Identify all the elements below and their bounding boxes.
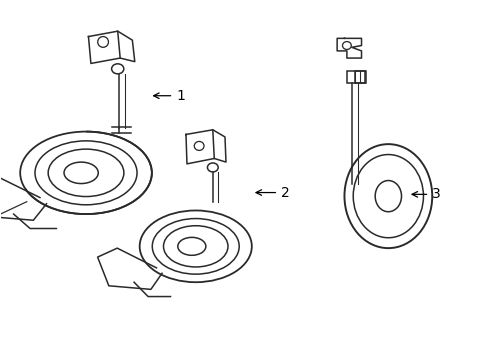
- Text: 2: 2: [256, 185, 289, 199]
- Text: 1: 1: [153, 89, 185, 103]
- Text: 3: 3: [411, 187, 440, 201]
